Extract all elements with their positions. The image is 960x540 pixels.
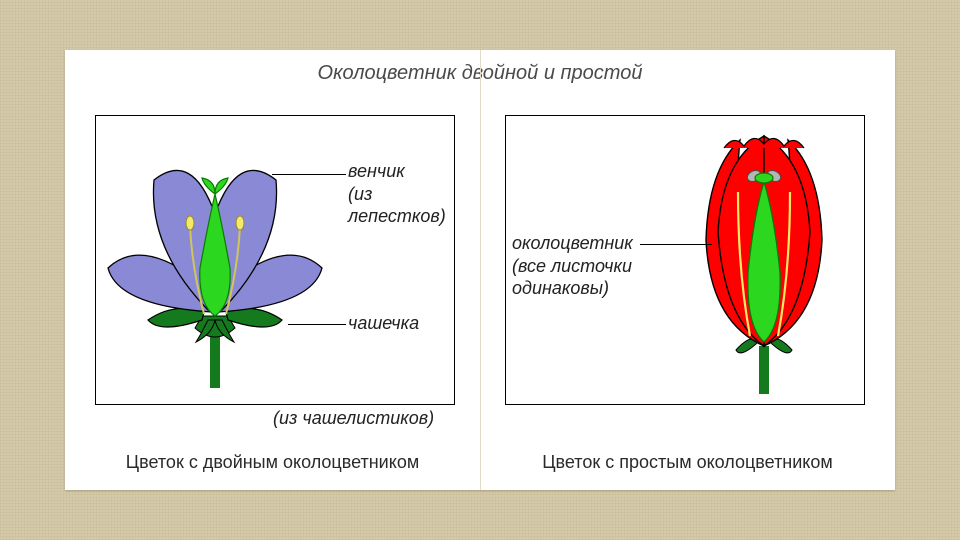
leader-chashechka: [288, 324, 346, 325]
panel-right: околоцветник (все листочки одинаковы) Цв…: [480, 85, 895, 485]
diagram-card: Околоцветник двойной и простой: [65, 50, 895, 490]
caption-left: Цветок с двойным околоцветником: [65, 452, 480, 473]
label-venchik-l2: (из лепестков): [348, 183, 454, 228]
label-okolo-l1: околоцветник: [512, 232, 633, 255]
leader-okolo: [640, 244, 712, 245]
right-frame: околоцветник (все листочки одинаковы): [505, 115, 865, 405]
leader-venchik: [272, 174, 346, 175]
flower-simple-perianth: [664, 122, 864, 394]
label-okolo-l2: (все листочки: [512, 255, 633, 278]
label-chashechka-l2-outer: (из чашелистиков): [273, 407, 434, 430]
left-frame: венчик (из лепестков) чашечка: [95, 115, 455, 405]
caption-right: Цветок с простым околоцветником: [480, 452, 895, 473]
label-chashechka: чашечка: [348, 312, 419, 335]
label-chashechka-l2: (из чашелистиков): [273, 408, 434, 428]
flower-double-perianth: [100, 128, 330, 388]
panel-left: венчик (из лепестков) чашечка (из чашели…: [65, 85, 480, 485]
label-venchik-l1: венчик: [348, 160, 454, 183]
label-okolo-l3: одинаковы): [512, 277, 633, 300]
label-chashechka-l1: чашечка: [348, 312, 419, 335]
label-venchik: венчик (из лепестков): [348, 160, 454, 228]
panels: венчик (из лепестков) чашечка (из чашели…: [65, 85, 895, 485]
label-okolo: околоцветник (все листочки одинаковы): [512, 232, 633, 300]
